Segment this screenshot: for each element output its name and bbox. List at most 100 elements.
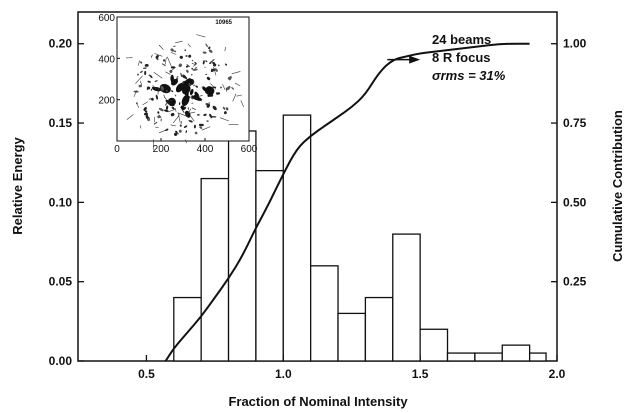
y-tick-label: 0.05 bbox=[49, 275, 73, 289]
speckle-mark bbox=[198, 123, 204, 127]
y-tick-label: 0.15 bbox=[49, 116, 73, 130]
histogram-bar bbox=[474, 352, 503, 362]
speckle-mark bbox=[211, 59, 215, 62]
speckle-mark bbox=[174, 132, 178, 136]
speckle-streak bbox=[165, 71, 171, 75]
speckle-streak bbox=[224, 46, 226, 52]
speckle-mark bbox=[204, 86, 214, 95]
speckle-streak bbox=[193, 63, 197, 67]
speckle-mark bbox=[175, 82, 185, 93]
speckle-streak bbox=[137, 60, 140, 66]
speckle-mark bbox=[170, 112, 175, 117]
speckle-mark bbox=[150, 88, 153, 91]
cumulative-arrow bbox=[387, 55, 421, 64]
y-tick-label: 0.20 bbox=[49, 37, 73, 51]
inset-y-tick-label: 400 bbox=[98, 54, 115, 65]
speckle-mark bbox=[199, 126, 203, 129]
speckle-streak bbox=[222, 84, 226, 91]
speckle-mark bbox=[197, 113, 200, 116]
speckle-mark bbox=[218, 64, 220, 67]
speckle-mark bbox=[211, 116, 217, 118]
speckle-streak bbox=[170, 124, 176, 127]
inset-speckle bbox=[125, 34, 244, 153]
speckle-mark bbox=[183, 125, 188, 128]
speckle-mark bbox=[180, 72, 183, 77]
speckle-mark bbox=[158, 107, 164, 112]
y-axis-ticks: 0.00 0.05 0.10 0.15 0.20 bbox=[49, 37, 84, 368]
speckle-mark bbox=[209, 113, 213, 119]
speckle-mark bbox=[205, 73, 208, 76]
speckle-mark bbox=[182, 74, 187, 79]
speckle-streak bbox=[170, 52, 177, 55]
speckle-streak bbox=[136, 102, 140, 109]
speckle-mark bbox=[175, 130, 178, 134]
speckle-mark bbox=[167, 97, 176, 107]
speckle-mark bbox=[137, 73, 139, 76]
speckle-streak bbox=[219, 117, 230, 122]
speckle-mark bbox=[181, 94, 190, 107]
y-axis-label: Relative Energy bbox=[10, 136, 25, 234]
speckle-mark bbox=[178, 63, 182, 68]
speckle-mark bbox=[143, 107, 147, 111]
speckle-mark bbox=[191, 67, 194, 70]
histogram-bar bbox=[310, 265, 339, 362]
speckle-streak bbox=[139, 125, 142, 129]
speckle-streak bbox=[231, 71, 241, 75]
speckle-streak bbox=[164, 57, 167, 65]
x-axis-label: Fraction of Nominal Intensity bbox=[228, 394, 408, 409]
inset-x-tick-label: 600 bbox=[241, 144, 258, 155]
speckle-mark bbox=[186, 69, 189, 73]
speckle-mark bbox=[143, 112, 149, 116]
speckle-mark bbox=[144, 63, 149, 67]
speckle-mark bbox=[194, 131, 198, 135]
speckle-mark bbox=[193, 84, 195, 87]
speckle-mark bbox=[155, 55, 159, 59]
annotation-sigma: σrms = 31% bbox=[432, 68, 506, 83]
inset-x-tick-label: 0 bbox=[114, 144, 120, 155]
speckle-mark bbox=[144, 110, 148, 113]
inset-y-tick-label: 200 bbox=[98, 96, 115, 107]
speckle-streak bbox=[154, 126, 159, 128]
speckle-mark bbox=[149, 74, 153, 79]
speckle-streak bbox=[167, 100, 173, 102]
speckle-streak bbox=[158, 44, 164, 51]
arrow-head bbox=[409, 55, 421, 64]
speckle-mark bbox=[184, 49, 186, 52]
speckle-mark bbox=[145, 114, 149, 119]
histogram-bar bbox=[501, 344, 531, 362]
speckle-mark bbox=[165, 128, 169, 132]
speckle-mark bbox=[211, 68, 214, 71]
speckle-mark bbox=[160, 85, 164, 91]
speckle-mark bbox=[181, 108, 185, 114]
x-tick-label: 2.0 bbox=[549, 367, 566, 381]
speckle-streak bbox=[177, 112, 188, 117]
speckle-mark bbox=[226, 86, 231, 91]
speckle-mark bbox=[171, 106, 175, 110]
speckle-mark bbox=[140, 61, 143, 64]
speckle-mark bbox=[183, 106, 187, 110]
speckle-mark bbox=[206, 76, 211, 81]
speckle-mark bbox=[166, 89, 168, 93]
speckle-streak bbox=[168, 108, 177, 113]
speckle-mark bbox=[157, 111, 160, 114]
y2-tick-label: 0.50 bbox=[563, 195, 587, 209]
histogram-bar bbox=[419, 328, 449, 362]
speckle-streak bbox=[191, 63, 197, 66]
speckle-streak bbox=[190, 115, 195, 122]
speckle-mark bbox=[165, 105, 169, 110]
speckle-mark bbox=[216, 92, 221, 95]
x-tick-label: 1.0 bbox=[275, 367, 292, 381]
x-tick-label: 0.5 bbox=[138, 367, 155, 381]
speckle-mark bbox=[203, 113, 207, 117]
speckle-mark bbox=[185, 54, 188, 58]
speckle-streak bbox=[240, 100, 244, 108]
speckle-mark bbox=[202, 60, 205, 65]
speckle-mark bbox=[181, 81, 184, 86]
speckle-mark bbox=[165, 102, 168, 106]
speckle-mark bbox=[222, 106, 226, 110]
speckle-mark bbox=[220, 86, 222, 89]
speckle-streak bbox=[126, 113, 134, 120]
speckle-streak bbox=[158, 129, 166, 134]
speckle-streak bbox=[198, 95, 203, 97]
